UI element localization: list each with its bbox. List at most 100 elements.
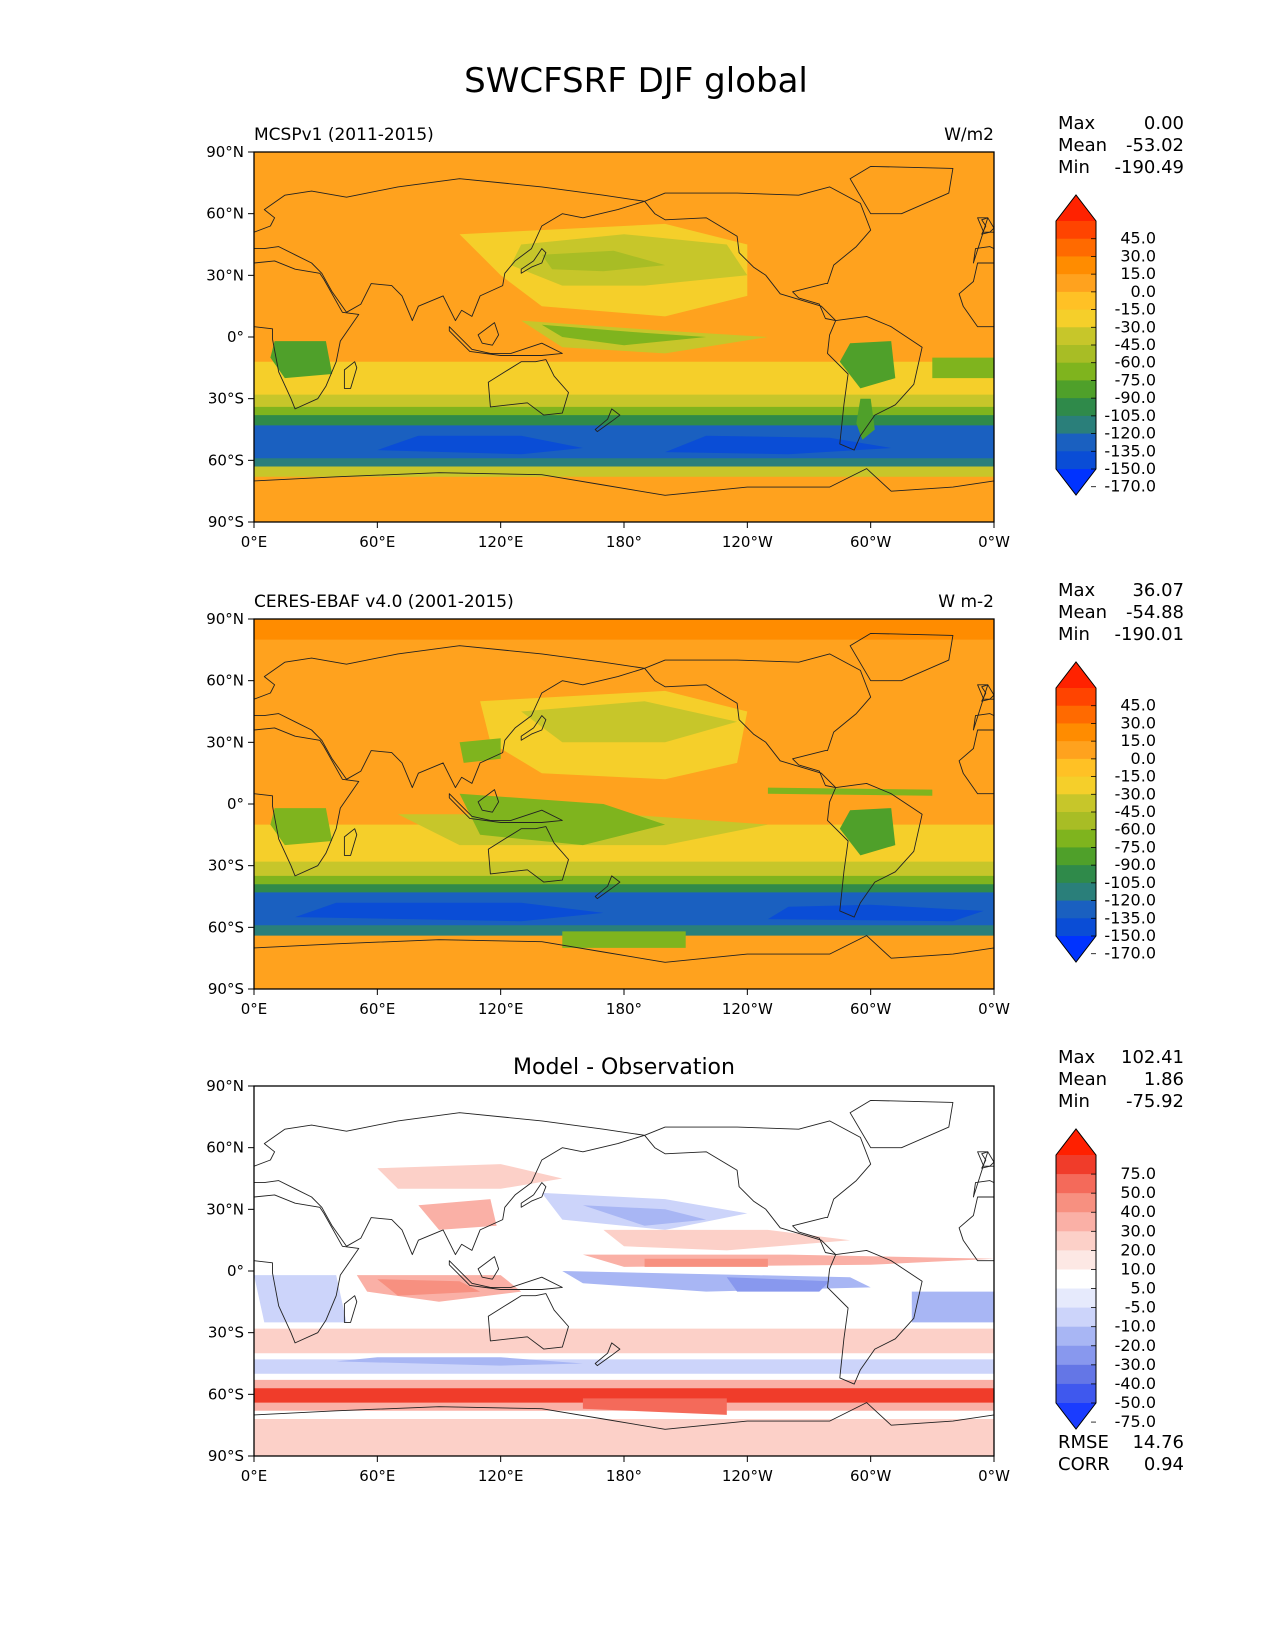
lon-tick-label: 120°W [722,1467,773,1485]
lon-tick-label: 0°W [978,1000,1010,1018]
colorbar-bin [1056,829,1096,848]
colorbar-tick-label: -120.0 [1104,424,1156,443]
colorbar-extend-min [1056,1403,1096,1429]
field-region [254,861,994,878]
colorbar-tick-label: 30.0 [1120,246,1156,265]
colorbar-tick-label: -60.0 [1115,820,1156,839]
stat-value-mean: -53.02 [1126,135,1184,156]
field-region [254,824,994,866]
field-region [665,435,892,455]
colorbar-bin [1056,900,1096,919]
coastline-indonesia [448,326,563,356]
field-region [254,1419,994,1456]
figure-title: SWCFSRF DJF global [464,61,808,101]
field-region [254,425,994,461]
stat-value-min: -75.92 [1126,1091,1184,1112]
field-region [459,793,666,846]
colorbar-bin [1056,274,1096,293]
stats-block: Max 102.41 Mean 1.86 Min -75.92 RMSE 14.… [1058,1047,1184,1475]
colorbar-tick-label: -170.0 [1104,477,1156,496]
coastline-australia [487,1293,569,1350]
colorbar-tick-label: -90.0 [1115,855,1156,874]
coastline-samerica [827,782,923,918]
field-region [270,808,333,846]
rmse-label: RMSE [1058,1432,1109,1453]
stats-block: Max 36.07 Mean -54.88 Min -190.01 [1058,580,1184,645]
panel-center-title: Model - Observation [513,1055,735,1080]
lon-axis: 0°E 60°E 120°E 180° 120°W 60°W 0°W [241,522,1010,551]
field-region [254,361,994,399]
coastline-japan [520,715,547,741]
map-area [254,1086,994,1456]
colorbar-bin [1056,812,1096,831]
coastline-indonesia [448,793,563,823]
lon-tick-label: 180° [606,1000,642,1018]
stat-value-max: 0.00 [1144,113,1184,134]
coastline-antarctica [254,1402,994,1456]
colorbar-extend-max [1056,1129,1096,1155]
stat-label-max: Max [1058,580,1096,601]
field-region [377,435,583,455]
field-region [254,394,994,409]
lat-tick-label: 0° [227,795,244,813]
coastline-australia [487,826,569,883]
field-region [254,1388,994,1403]
coastline-uk [981,217,994,235]
lon-tick-label: 120°E [478,533,524,551]
colorbar-tick-label: -150.0 [1104,926,1156,945]
lat-tick-label: 30°S [208,390,244,408]
lon-tick-label: 120°W [722,1000,773,1018]
coastline-madagascar [343,828,358,856]
coastline-africaW [958,1196,994,1262]
coastline-samerica [827,315,923,451]
lon-tick-label: 180° [606,1467,642,1485]
lon-tick-label: 120°W [722,533,773,551]
colorbar-bin [1056,433,1096,452]
colorbar-tick-label: -90.0 [1115,388,1156,407]
colorbar-tick-label: -75.0 [1115,370,1156,389]
stat-value-max: 102.41 [1121,1047,1184,1068]
coastline-greenland [849,1099,954,1149]
field-region [254,1275,347,1323]
coastline-antarctica [254,468,994,522]
coastline-nz [594,408,621,433]
field-region [254,925,994,936]
field-region [582,1398,727,1415]
coastline-eurasia [254,1112,646,1256]
lat-tick-label: 90°S [208,513,244,531]
colorbar-bin [1056,1288,1096,1309]
colorbar-bin [1056,345,1096,364]
stats-block: Max 0.00 Mean -53.02 Min -190.49 [1058,113,1184,178]
colorbar-bin [1056,221,1096,240]
lon-tick-label: 60°W [850,1000,892,1018]
field-region [839,808,896,856]
field-region [932,357,994,379]
colorbar-tick-label: -30.0 [1115,317,1156,336]
colorbar-tick-label: -75.0 [1115,1412,1156,1431]
lat-tick-label: 60°N [206,672,244,690]
coastline-uk [981,1151,994,1169]
rmse-value: 14.76 [1132,1432,1184,1453]
colorbar-tick-label: -50.0 [1115,1393,1156,1412]
field-region [270,341,333,379]
colorbar: 45.030.015.00.0-15.0-30.0-45.0-60.0-75.0… [1055,194,1156,496]
stat-label-max: Max [1058,113,1096,134]
field-region [562,931,686,948]
stat-value-mean: 1.86 [1144,1069,1184,1090]
panel-units: W m-2 [938,592,994,612]
colorbar-tick-label: -40.0 [1115,1374,1156,1393]
lat-axis: 90°N 60°N 30°N 0° 30°S 60°S 90°S [206,1077,254,1465]
panel-model: 90°N 60°N 30°N 0° 30°S 60°S 90°S 0°E 60°E 120°E 1… [206,113,1184,551]
panel-observation: 90°N 60°N 30°N 0° 30°S 60°S 90°S 0°E 60°E 120°E 1… [206,580,1184,1018]
colorbar-tick-label: -30.0 [1115,784,1156,803]
lat-axis: 90°N 60°N 30°N 0° 30°S 60°S 90°S [206,143,254,531]
lon-axis: 0°E 60°E 120°E 180° 120°W 60°W 0°W [241,1456,1010,1485]
colorbar-tick-label: -30.0 [1115,1355,1156,1374]
lat-tick-label: 30°S [208,857,244,875]
field-region [644,1258,768,1267]
colorbar-tick-label: 30.0 [1120,713,1156,732]
field-region [767,904,984,922]
coastline-africa [254,260,360,410]
colorbar-bin [1056,794,1096,813]
coastline-nz [594,875,621,900]
